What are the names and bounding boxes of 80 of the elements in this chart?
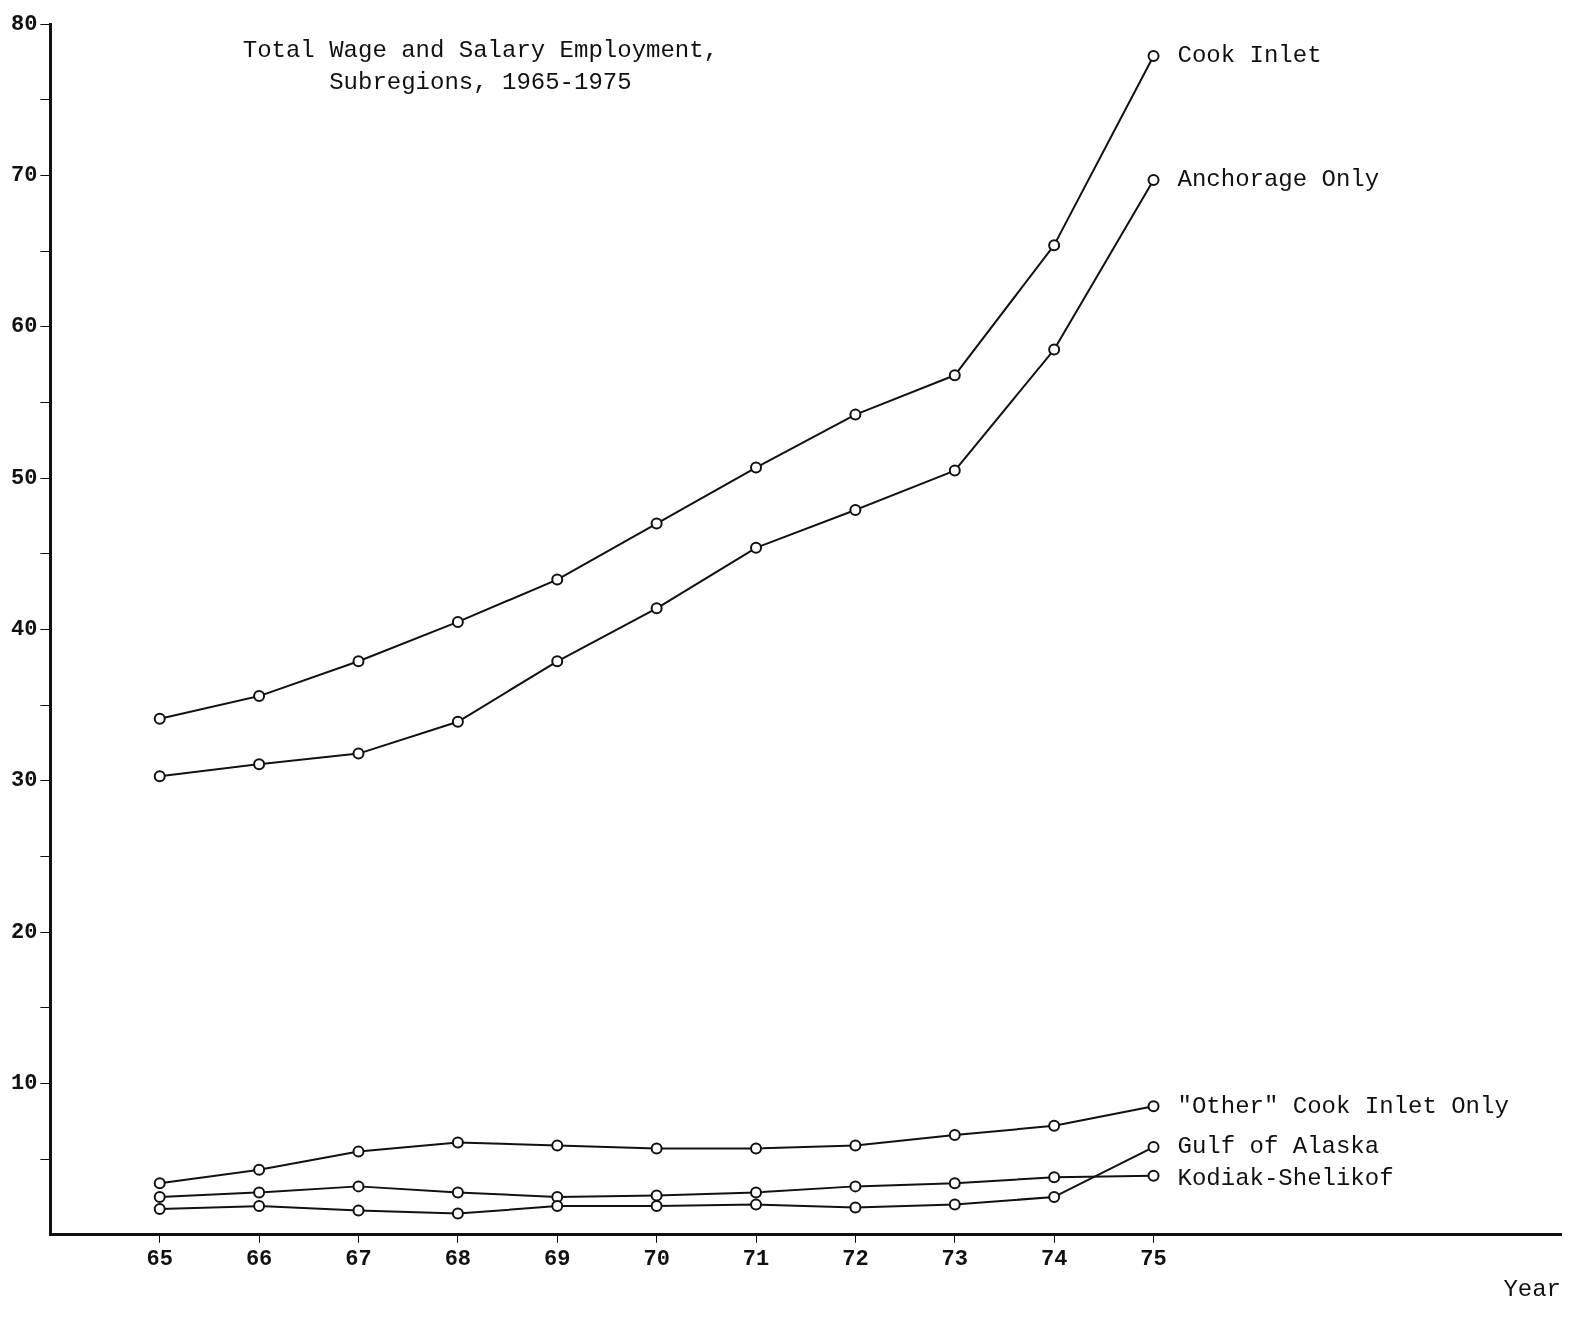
text: Total Wage and Salary Employment, Subregions, 1965-1975 (242, 36, 719, 96)
point (1147, 1169, 1160, 1182)
point (1147, 174, 1160, 187)
point (153, 1190, 166, 1203)
point (849, 408, 862, 421)
point (551, 1139, 564, 1152)
point (153, 770, 166, 783)
point (849, 503, 862, 516)
point (1048, 343, 1061, 356)
y-tick-label: 70 (11, 163, 38, 189)
point (1147, 49, 1160, 62)
point (451, 715, 464, 728)
point (352, 655, 365, 668)
x-tick-label: 75 (1140, 1246, 1167, 1272)
point (1048, 239, 1061, 252)
point (153, 712, 166, 725)
y-tick-label: 50 (11, 465, 38, 491)
series-label: Cook Inlet (1177, 42, 1322, 70)
y-tick-label: 10 (11, 1071, 38, 1097)
point (948, 1177, 961, 1190)
point (849, 1180, 862, 1193)
x-tick-label: 65 (146, 1246, 173, 1272)
point (153, 1203, 166, 1216)
point (750, 1186, 763, 1199)
x-tick-label: 73 (941, 1246, 968, 1272)
point (451, 1207, 464, 1220)
point (1147, 1141, 1160, 1154)
point (253, 690, 266, 703)
point (650, 602, 663, 615)
point (1048, 1119, 1061, 1132)
y-tick-label: 20 (11, 919, 38, 945)
point (451, 1186, 464, 1199)
series-label: "Other" Cook Inlet Only (1177, 1092, 1509, 1120)
x-tick-label: 70 (643, 1246, 670, 1272)
x-tick-label: 74 (1040, 1246, 1068, 1272)
point (750, 541, 763, 554)
point (650, 1189, 663, 1202)
point (750, 1198, 763, 1211)
series-label: Kodiak-Shelikof (1177, 1165, 1394, 1193)
point (1147, 1100, 1160, 1113)
point (750, 1142, 763, 1155)
point (948, 1198, 961, 1211)
point (253, 1163, 266, 1176)
point (551, 655, 564, 668)
y-tick-label: 60 (11, 314, 38, 340)
series-label: Gulf of Alaska (1177, 1133, 1380, 1161)
x-tick-label: 67 (345, 1246, 372, 1272)
point (253, 758, 266, 771)
point (153, 1177, 166, 1190)
series-label: Anchorage Only (1177, 166, 1380, 194)
x-tick-label: 66 (245, 1246, 273, 1272)
point (352, 1180, 365, 1193)
point (352, 1145, 365, 1158)
x-tick-label: 71 (742, 1246, 770, 1272)
point (650, 1142, 663, 1155)
y-tick-label: 30 (11, 768, 38, 794)
point (451, 1136, 464, 1149)
point (750, 461, 763, 474)
x-tick-label: 69 (544, 1246, 571, 1272)
point (948, 464, 961, 477)
point (849, 1139, 862, 1152)
point (352, 1204, 365, 1217)
point (253, 1186, 266, 1199)
x-tick-label: 72 (842, 1246, 869, 1272)
point (948, 369, 961, 382)
y-tick-label: 80 (11, 11, 38, 37)
point (352, 747, 365, 760)
point (650, 1200, 663, 1213)
point (551, 1200, 564, 1213)
y-tick-label: 40 (11, 617, 38, 643)
point (551, 573, 564, 586)
point (1048, 1171, 1061, 1184)
point (1048, 1190, 1061, 1203)
point (650, 517, 663, 530)
x-tick-label: 68 (444, 1246, 472, 1272)
point (451, 615, 464, 628)
point (849, 1201, 862, 1214)
x-axis-title: Year (1503, 1275, 1561, 1303)
point (253, 1200, 266, 1213)
point (948, 1128, 961, 1141)
